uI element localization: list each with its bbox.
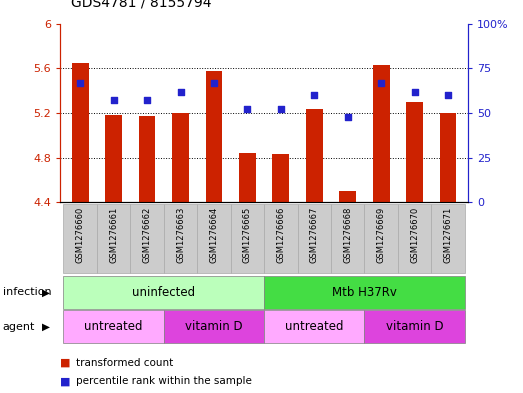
Text: GSM1276668: GSM1276668 bbox=[343, 207, 352, 263]
Text: untreated: untreated bbox=[285, 320, 344, 333]
Point bbox=[210, 79, 218, 86]
Point bbox=[344, 114, 352, 120]
Text: ▶: ▶ bbox=[42, 287, 50, 298]
Bar bbox=[139, 116, 155, 202]
Text: GSM1276660: GSM1276660 bbox=[76, 207, 85, 263]
Point bbox=[277, 106, 285, 112]
Text: GSM1276664: GSM1276664 bbox=[209, 207, 219, 263]
Bar bbox=[440, 113, 457, 202]
Text: GDS4781 / 8155794: GDS4781 / 8155794 bbox=[71, 0, 211, 10]
Bar bbox=[373, 65, 390, 202]
Text: ▶: ▶ bbox=[42, 321, 50, 332]
Point bbox=[176, 88, 185, 95]
Text: ■: ■ bbox=[60, 376, 71, 386]
Text: vitamin D: vitamin D bbox=[185, 320, 243, 333]
Point bbox=[76, 79, 84, 86]
Text: GSM1276666: GSM1276666 bbox=[276, 207, 286, 263]
Point bbox=[444, 92, 452, 98]
Point bbox=[411, 88, 419, 95]
Text: GSM1276663: GSM1276663 bbox=[176, 207, 185, 263]
Bar bbox=[339, 191, 356, 202]
Text: untreated: untreated bbox=[84, 320, 143, 333]
Point bbox=[243, 106, 252, 112]
Point bbox=[310, 92, 319, 98]
Text: infection: infection bbox=[3, 287, 51, 298]
Bar bbox=[206, 70, 222, 202]
Bar bbox=[239, 153, 256, 202]
Text: GSM1276662: GSM1276662 bbox=[143, 207, 152, 263]
Bar bbox=[72, 63, 88, 202]
Point bbox=[377, 79, 385, 86]
Text: percentile rank within the sample: percentile rank within the sample bbox=[76, 376, 252, 386]
Text: GSM1276670: GSM1276670 bbox=[410, 207, 419, 263]
Text: agent: agent bbox=[3, 321, 35, 332]
Bar bbox=[306, 108, 323, 202]
Text: GSM1276665: GSM1276665 bbox=[243, 207, 252, 263]
Text: vitamin D: vitamin D bbox=[386, 320, 444, 333]
Text: GSM1276661: GSM1276661 bbox=[109, 207, 118, 263]
Text: GSM1276667: GSM1276667 bbox=[310, 207, 319, 263]
Text: transformed count: transformed count bbox=[76, 358, 173, 368]
Text: GSM1276669: GSM1276669 bbox=[377, 207, 385, 263]
Bar bbox=[272, 154, 289, 202]
Point bbox=[143, 97, 151, 104]
Point bbox=[109, 97, 118, 104]
Text: ■: ■ bbox=[60, 358, 71, 368]
Bar bbox=[172, 113, 189, 202]
Text: GSM1276671: GSM1276671 bbox=[444, 207, 452, 263]
Bar bbox=[406, 102, 423, 202]
Text: uninfected: uninfected bbox=[132, 286, 196, 299]
Bar bbox=[105, 115, 122, 202]
Text: Mtb H37Rv: Mtb H37Rv bbox=[332, 286, 397, 299]
